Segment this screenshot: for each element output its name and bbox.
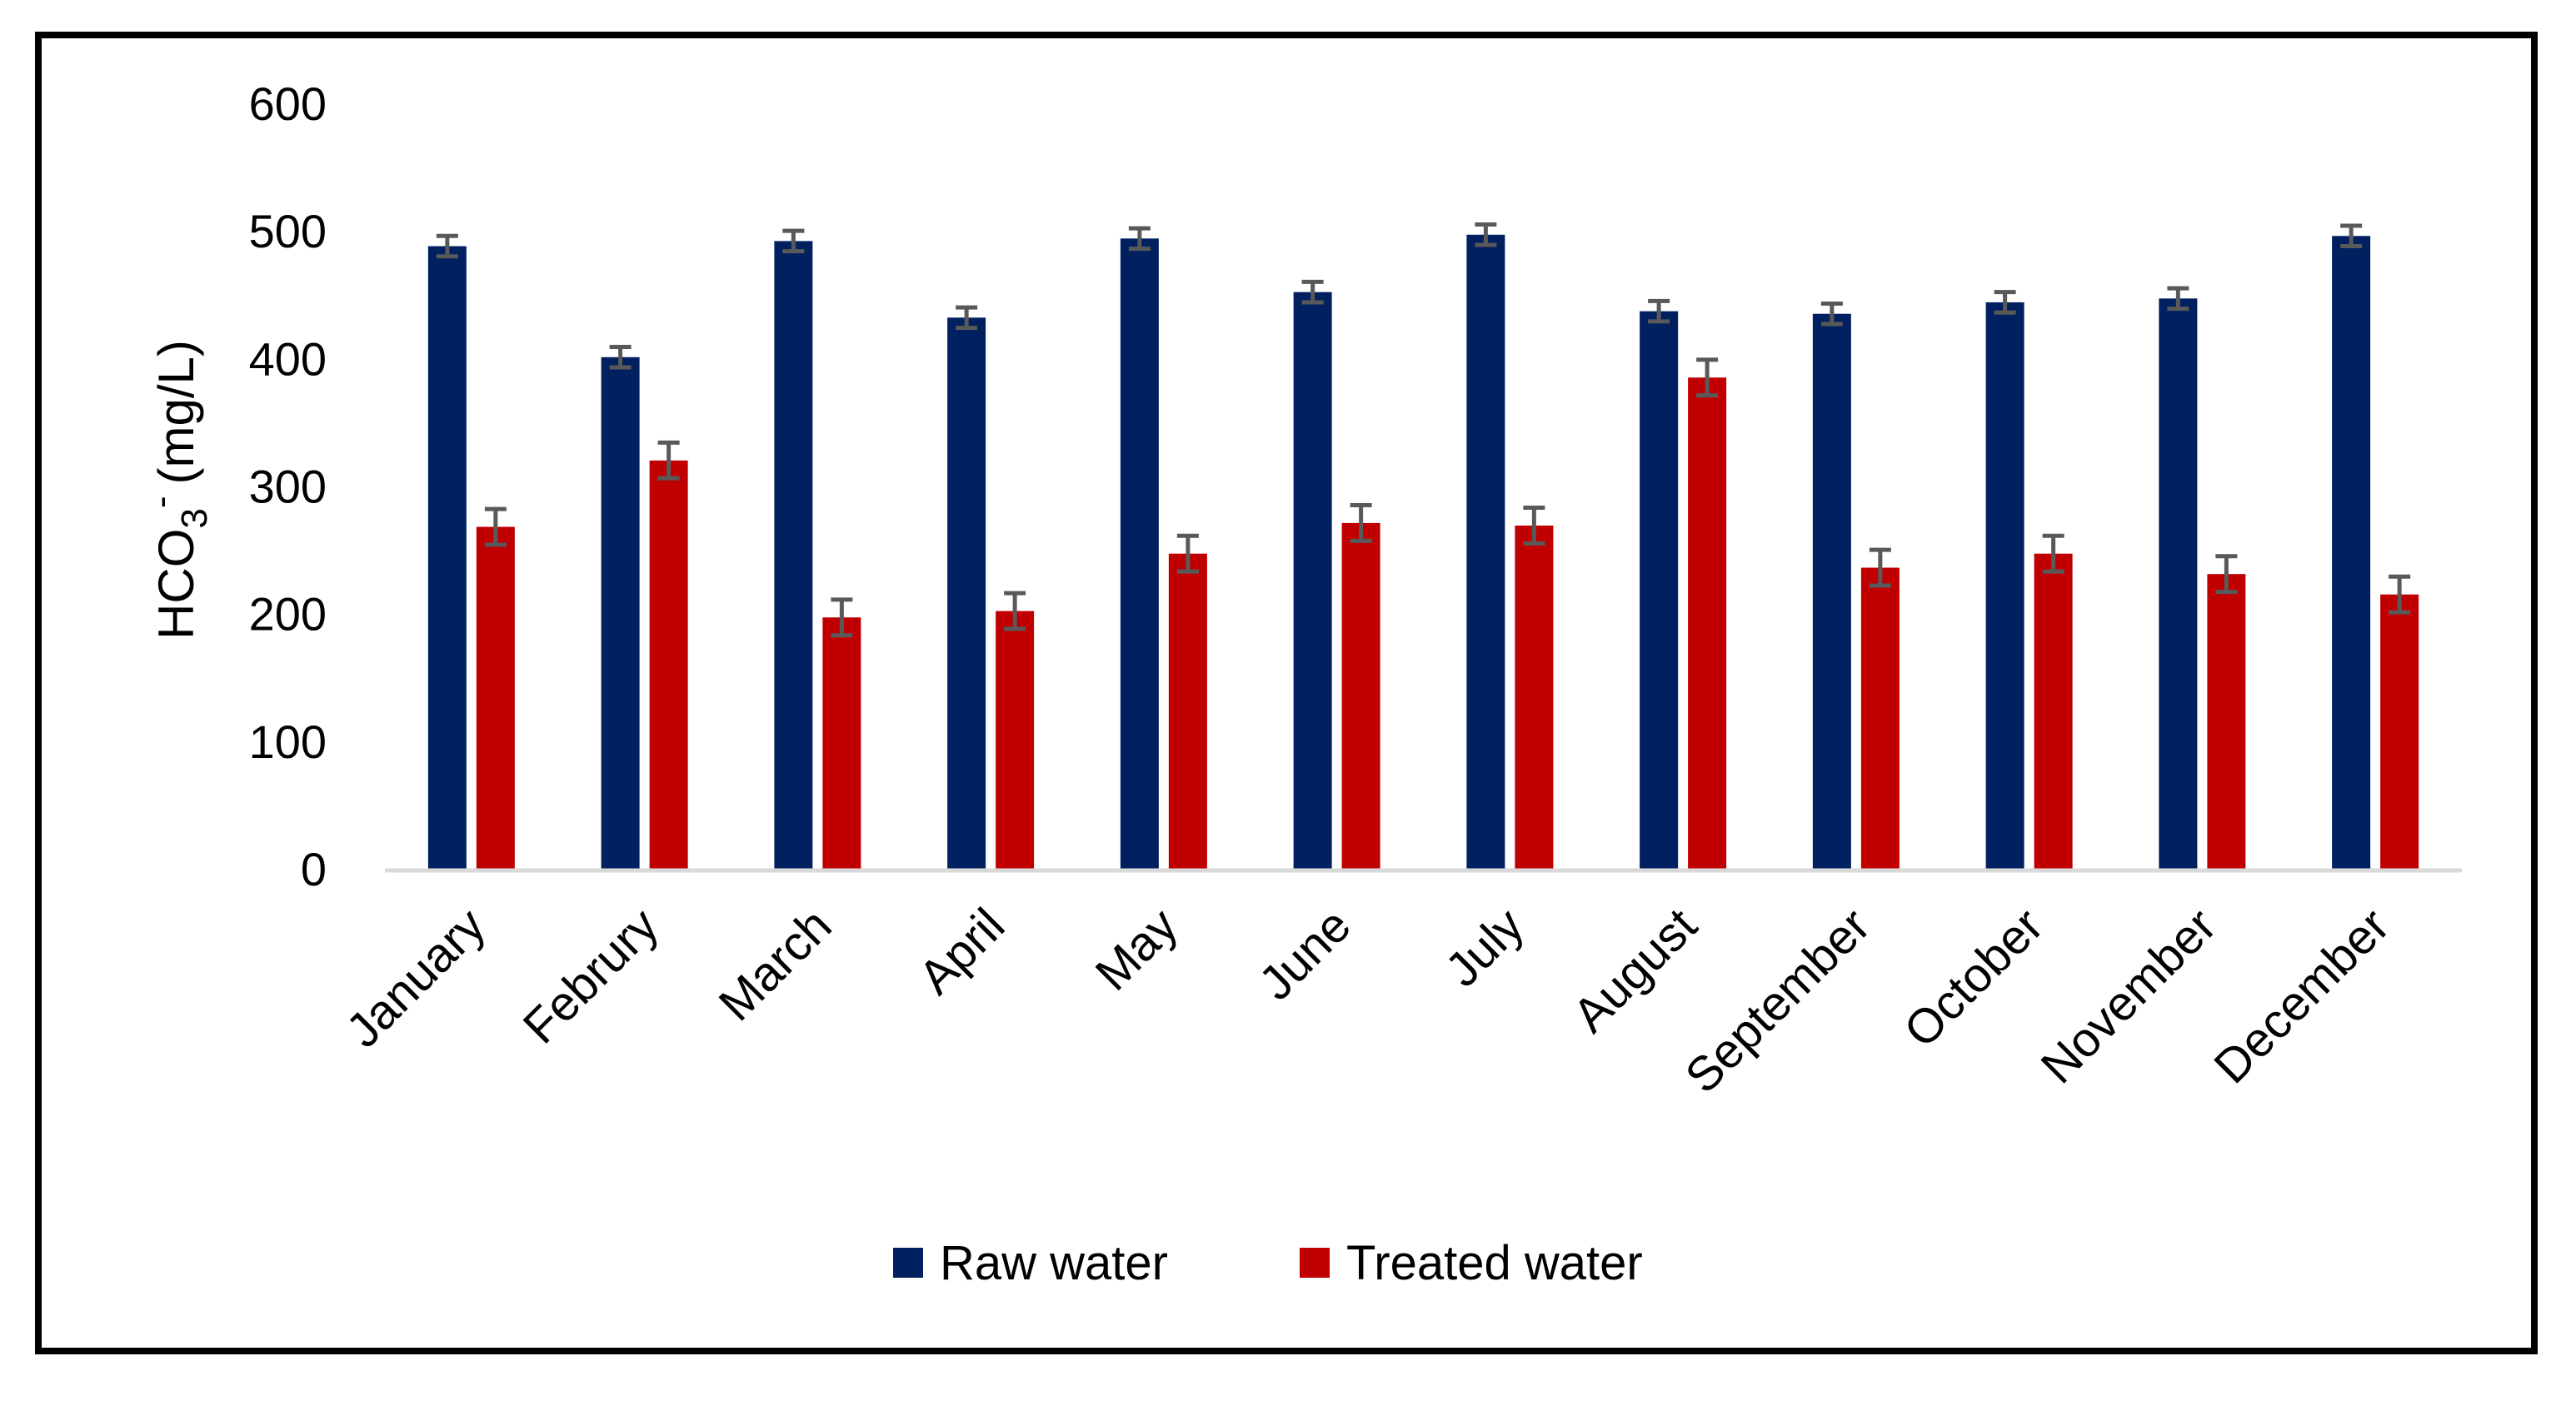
bar-raw-water-july [1466, 234, 1505, 869]
bar-raw-water-may [1120, 238, 1159, 869]
bar-raw-water-january [427, 246, 467, 870]
x-tick-label-september: September [1675, 898, 1880, 1104]
y-axis-title-superscript: - [141, 496, 182, 508]
bar-raw-water-november [2159, 298, 2198, 870]
bar-treated-water-september [1860, 567, 1900, 869]
x-tick-label-august: August [1563, 898, 1708, 1043]
error-bar-raw-water-october [1994, 290, 2016, 315]
y-axis-title-subscript: 3 [174, 508, 215, 528]
error-bar-treated-water-december [2389, 574, 2411, 615]
bar-treated-water-july [1515, 525, 1554, 869]
error-bar-raw-water-december [2340, 223, 2363, 249]
bar-treated-water-june [1341, 522, 1380, 869]
error-bar-raw-water-februry [609, 345, 632, 370]
bar-raw-water-october [1985, 302, 2024, 869]
x-tick-label-january: January [336, 898, 496, 1058]
bar-raw-water-september [1812, 313, 1851, 870]
y-axis-title: HCO3- (mg/L) [141, 340, 215, 640]
x-tick-label-april: April [908, 898, 1015, 1005]
x-tick-label-may: May [1086, 898, 1188, 1000]
error-bar-treated-water-october [2042, 533, 2064, 574]
legend: Raw water Treated water [893, 1236, 1643, 1290]
bar-treated-water-december [2380, 594, 2419, 869]
legend-label-treated-water: Treated water [1346, 1236, 1643, 1290]
y-tick-label-0: 0 [301, 843, 327, 895]
bar-treated-water-august [1688, 377, 1727, 869]
bar-raw-water-august [1640, 311, 1679, 870]
legend-swatch-raw-water [893, 1248, 923, 1278]
error-bars [436, 222, 2411, 638]
error-bar-raw-water-july [1475, 222, 1497, 247]
error-bar-raw-water-august [1648, 298, 1670, 324]
error-bar-treated-water-november [2215, 554, 2238, 595]
y-tick-label-600: 600 [249, 77, 327, 130]
error-bar-raw-water-january [436, 233, 458, 259]
y-axis-title-units: (mg/L) [148, 340, 204, 484]
error-bar-raw-water-june [1301, 279, 1324, 305]
y-axis-ticks: 0 100 200 300 400 500 600 [249, 77, 327, 895]
bar-treated-water-april [996, 611, 1035, 869]
y-tick-label-300: 300 [249, 461, 327, 513]
bar-treated-water-march [822, 617, 861, 869]
error-bar-treated-water-april [1004, 591, 1026, 631]
legend-swatch-treated-water [1300, 1248, 1330, 1278]
error-bar-treated-water-march [831, 597, 853, 638]
y-axis-title-main: HCO [148, 529, 204, 640]
x-tick-label-march: March [709, 898, 842, 1031]
y-tick-label-400: 400 [249, 332, 327, 385]
bar-treated-water-january [476, 526, 515, 869]
y-tick-label-200: 200 [249, 588, 327, 641]
bar-treated-water-februry [649, 460, 688, 869]
bar-raw-water-april [947, 317, 986, 869]
error-bar-raw-water-may [1128, 226, 1151, 252]
error-bar-treated-water-january [484, 506, 507, 547]
bar-raw-water-march [774, 241, 813, 869]
error-bar-treated-water-februry [657, 440, 680, 481]
x-tick-label-november: November [2030, 898, 2226, 1094]
error-bar-treated-water-august [1696, 357, 1719, 398]
bar-raw-water-june [1293, 292, 1332, 870]
x-tick-label-december: December [2204, 898, 2399, 1094]
error-bar-treated-water-september [1869, 547, 1891, 588]
error-bar-raw-water-september [1820, 301, 1843, 327]
x-tick-label-februry: Februry [513, 898, 669, 1054]
bar-treated-water-october [2034, 553, 2073, 869]
error-bar-raw-water-november [2167, 286, 2189, 312]
bars [427, 234, 2419, 870]
x-tick-label-october: October [1894, 898, 2054, 1058]
y-tick-label-100: 100 [249, 715, 327, 768]
bar-raw-water-februry [601, 356, 640, 870]
x-axis-labels: January Februry March April May June July Augus… [336, 898, 2399, 1104]
bar-treated-water-november [2207, 574, 2246, 869]
error-bar-treated-water-july [1523, 506, 1545, 546]
error-bar-treated-water-june [1350, 502, 1372, 543]
legend-label-raw-water: Raw water [940, 1236, 1168, 1290]
error-bar-raw-water-march [782, 228, 805, 254]
bar-raw-water-december [2332, 236, 2371, 869]
bar-treated-water-may [1168, 553, 1207, 869]
x-tick-label-june: June [1249, 898, 1361, 1010]
y-tick-label-500: 500 [249, 205, 327, 257]
error-bar-raw-water-april [956, 305, 978, 331]
error-bar-treated-water-may [1176, 533, 1199, 574]
x-tick-label-july: July [1435, 898, 1535, 997]
